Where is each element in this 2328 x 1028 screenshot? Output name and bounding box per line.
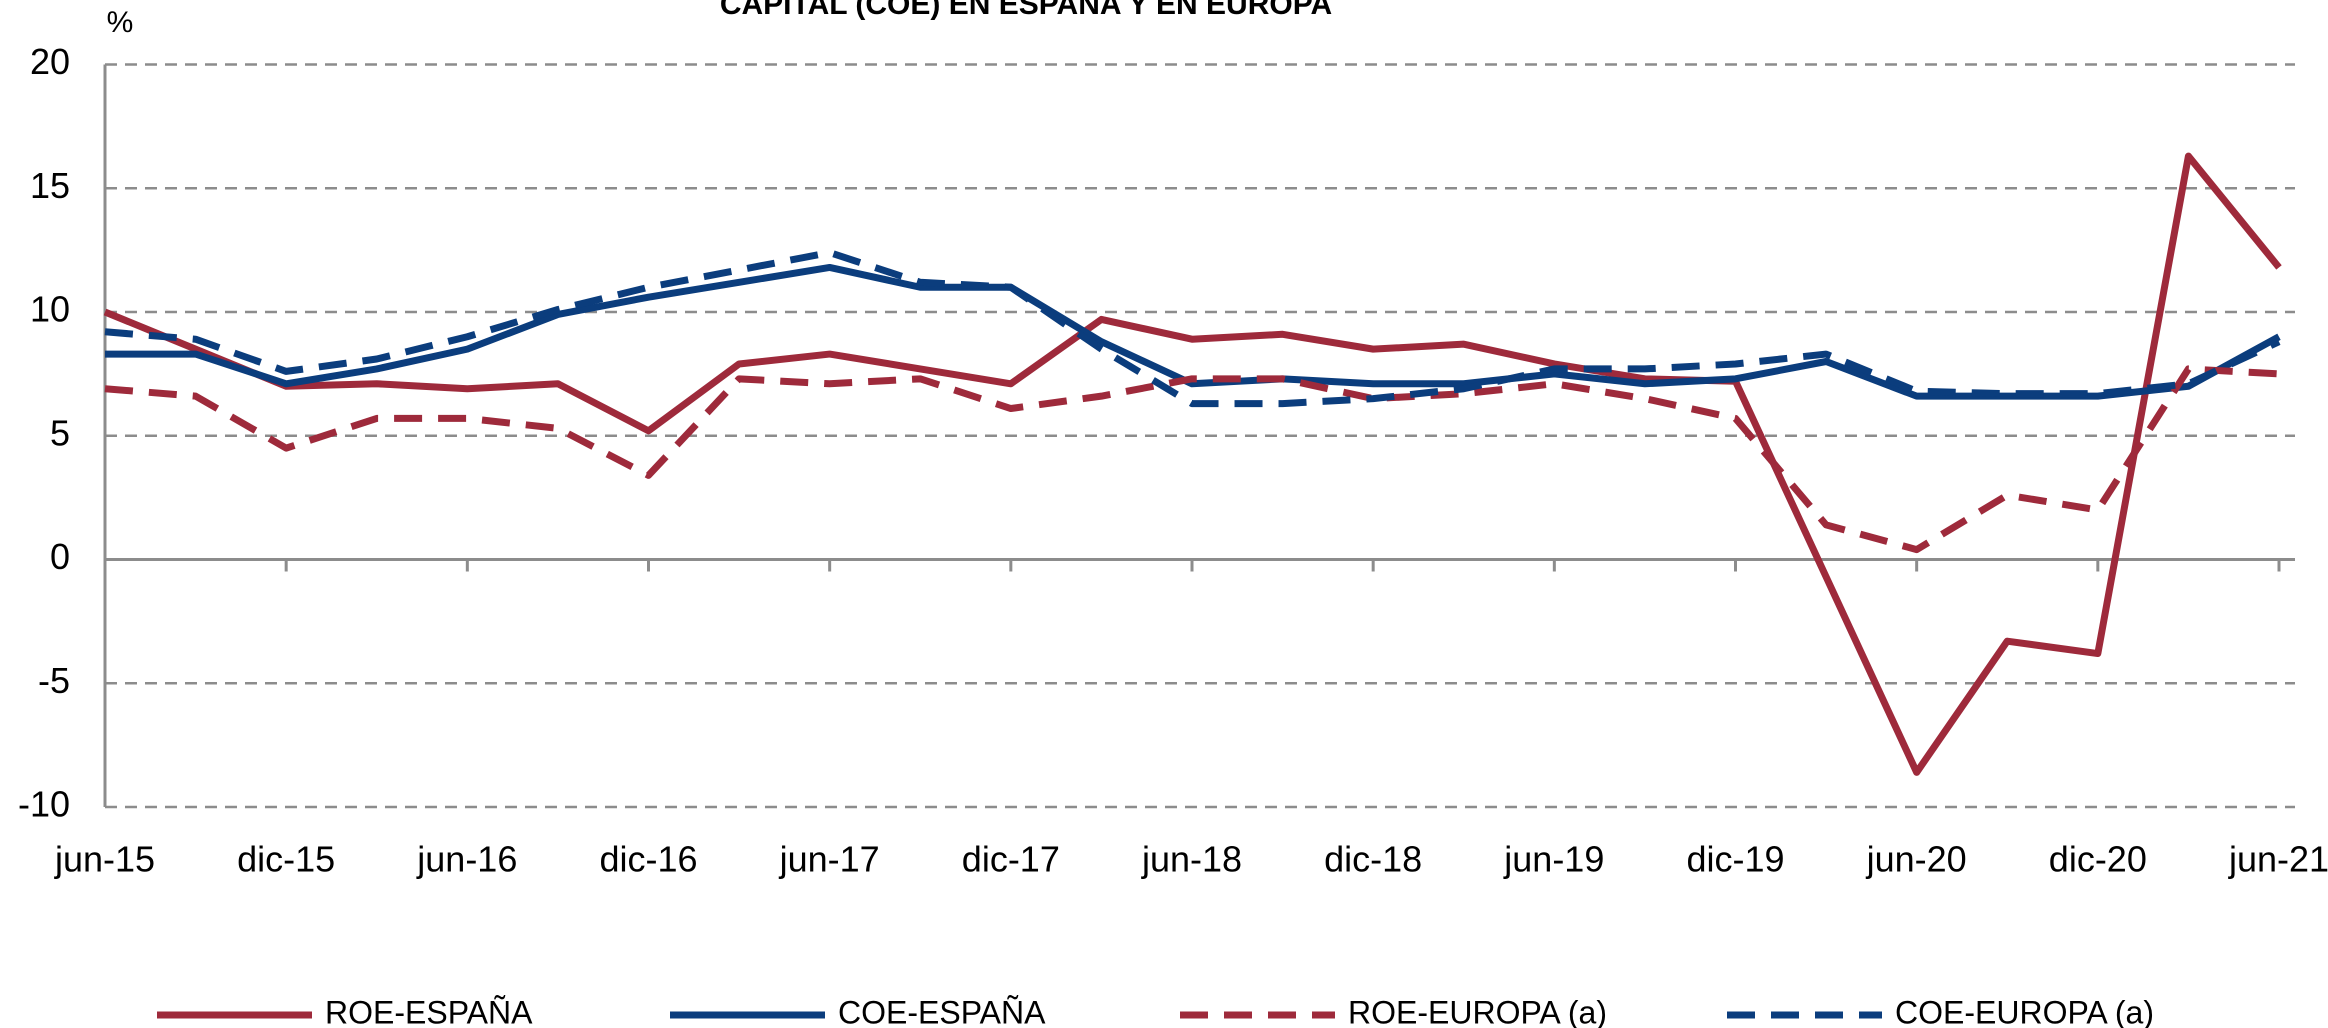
x-tick-label: dic-20 — [2049, 839, 2147, 880]
series-line — [104, 365, 2280, 554]
y-unit: % — [107, 6, 134, 39]
legend-label: COE-ESPAÑA — [838, 994, 1046, 1028]
x-tick-label: dic-15 — [237, 839, 335, 880]
x-tick-label: jun-19 — [1503, 839, 1604, 880]
x-tick-label: dic-19 — [1686, 839, 1784, 880]
y-tick-label: 20 — [30, 41, 70, 82]
legend-label: ROE-EUROPA (a) — [1348, 994, 1607, 1028]
y-tick-label: 10 — [30, 289, 70, 330]
y-tick-label: 15 — [30, 165, 70, 206]
chart-title: CAPITAL (COE) EN ESPAÑA Y EN EUROPA — [720, 0, 1332, 21]
legend-label: COE-EUROPA (a) — [1895, 994, 2154, 1028]
x-tick-label: jun-15 — [54, 839, 155, 880]
x-tick-label: jun-16 — [416, 839, 517, 880]
y-tick-label: -5 — [38, 660, 70, 701]
x-tick-label: dic-18 — [1324, 839, 1422, 880]
series-line — [103, 152, 2282, 776]
series-line — [104, 249, 2281, 408]
x-tick-label: dic-16 — [599, 839, 697, 880]
series-line — [105, 263, 2281, 400]
legend-label: ROE-ESPAÑA — [325, 994, 533, 1028]
x-tick-label: jun-20 — [1866, 839, 1967, 880]
x-tick-label: jun-21 — [2228, 839, 2328, 880]
y-tick-label: 0 — [50, 536, 70, 577]
x-tick-label: dic-17 — [962, 839, 1060, 880]
x-tick-label: jun-17 — [779, 839, 880, 880]
x-tick-label: jun-18 — [1141, 839, 1242, 880]
y-tick-label: -10 — [18, 784, 70, 825]
y-tick-label: 5 — [50, 412, 70, 453]
